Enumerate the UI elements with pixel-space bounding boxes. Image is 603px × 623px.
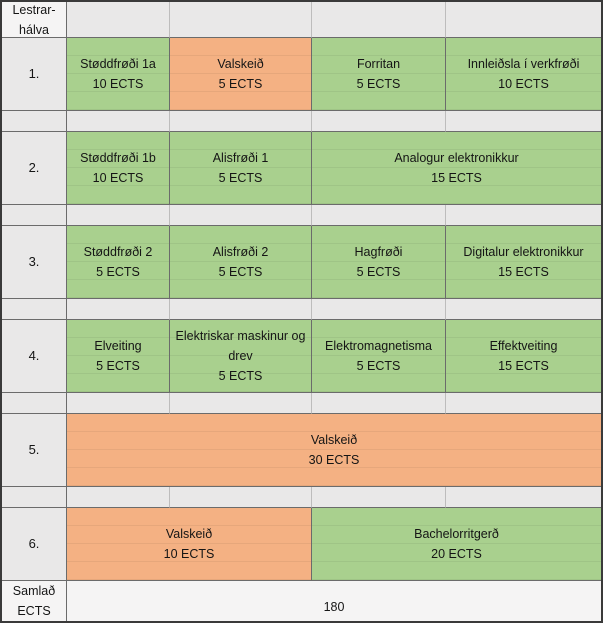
- course-cell: Støddfrøði 1b 10 ECTS: [67, 132, 170, 205]
- total-ects-label: Samlað ECTS: [2, 581, 67, 621]
- semester-number: 6.: [2, 508, 67, 581]
- semester-number: 4.: [2, 320, 67, 393]
- course-cell: Elveiting 5 ECTS: [67, 320, 170, 393]
- course-title: Forritan: [356, 57, 401, 71]
- course-title: Valskeið: [165, 527, 213, 541]
- course-title: Alisfrøði 1: [212, 151, 269, 165]
- spacer-row: [312, 205, 446, 226]
- spacer-row: [170, 393, 312, 414]
- course-title: Elektromagnetisma: [325, 339, 432, 353]
- semester-number: 3.: [2, 226, 67, 299]
- spacer-row: [312, 393, 446, 414]
- course-cell: Hagfrøði 5 ECTS: [312, 226, 446, 299]
- course-ects: 20 ECTS: [431, 547, 482, 561]
- spacer-row: [67, 205, 170, 226]
- header-spacer: [170, 2, 312, 38]
- course-cell: Digitalur elektronikkur 15 ECTS: [446, 226, 601, 299]
- course-title: Støddfrøði 1b: [80, 151, 156, 165]
- course-cell: Analogur elektronikkur 15 ECTS: [312, 132, 601, 205]
- course-cell: Alisfrøði 2 5 ECTS: [170, 226, 312, 299]
- spacer-row: [170, 487, 312, 508]
- course-ects: 15 ECTS: [498, 359, 549, 373]
- course-cell: Effektveiting 15 ECTS: [446, 320, 601, 393]
- spacer-row: [2, 111, 67, 132]
- header-spacer: [67, 2, 170, 38]
- header-spacer: [312, 2, 446, 38]
- course-title: Støddfrøði 2: [83, 245, 153, 259]
- spacer-row: [312, 299, 446, 320]
- course-ects: 5 ECTS: [218, 369, 263, 383]
- header-semester-column-label: Lestrar-hálva: [2, 2, 67, 38]
- course-cell: Elektriskar maskinur og drev 5 ECTS: [170, 320, 312, 393]
- course-ects: 5 ECTS: [218, 171, 263, 185]
- course-ects: 5 ECTS: [356, 265, 401, 279]
- spacer-row: [170, 299, 312, 320]
- course-title: Effektveiting: [489, 339, 558, 353]
- spacer-row: [2, 205, 67, 226]
- course-cell: Valskeið 10 ECTS: [67, 508, 312, 581]
- spacer-row: [446, 299, 601, 320]
- course-title: Elektriskar maskinur og drev: [175, 329, 306, 363]
- course-title: Valskeið: [217, 57, 264, 71]
- spacer-row: [67, 111, 170, 132]
- course-title: Bachelorritgerð: [414, 527, 499, 541]
- semester-number: 5.: [2, 414, 67, 487]
- spacer-row: [446, 205, 601, 226]
- spacer-row: [312, 111, 446, 132]
- spacer-row: [446, 487, 601, 508]
- header-spacer: [446, 2, 601, 38]
- course-cell: Valskeið 30 ECTS: [67, 414, 601, 487]
- course-cell: Elektromagnetisma 5 ECTS: [312, 320, 446, 393]
- course-cell: Valskeið 5 ECTS: [170, 38, 312, 111]
- spacer-row: [446, 111, 601, 132]
- spacer-row: [67, 393, 170, 414]
- spacer-row: [2, 393, 67, 414]
- course-cell: Forritan 5 ECTS: [312, 38, 446, 111]
- spacer-row: [67, 299, 170, 320]
- course-title: Hagfrøði: [354, 245, 403, 259]
- course-title: Digitalur elektronikkur: [463, 245, 584, 259]
- course-ects: 15 ECTS: [498, 265, 549, 279]
- course-cell: Støddfrøði 1a 10 ECTS: [67, 38, 170, 111]
- spacer-row: [170, 205, 312, 226]
- course-title: Støddfrøði 1a: [80, 57, 156, 71]
- course-title: Analogur elektronikkur: [394, 151, 519, 165]
- course-ects: 15 ECTS: [431, 171, 482, 185]
- course-ects: 10 ECTS: [92, 77, 144, 91]
- course-ects: 5 ECTS: [96, 265, 140, 279]
- course-ects: 5 ECTS: [218, 265, 263, 279]
- course-cell: Innleiðsla í verkfrøði 10 ECTS: [446, 38, 601, 111]
- course-cell: Alisfrøði 1 5 ECTS: [170, 132, 312, 205]
- course-title: Alisfrøði 2: [212, 245, 269, 259]
- total-ects-value: 180: [67, 581, 601, 621]
- spacer-row: [2, 299, 67, 320]
- course-cell: Bachelorritgerð 20 ECTS: [312, 508, 601, 581]
- course-ects: 10 ECTS: [163, 547, 215, 561]
- course-ects: 5 ECTS: [96, 359, 140, 373]
- semester-number: 1.: [2, 38, 67, 111]
- course-title: Valskeið: [310, 433, 358, 447]
- spacer-row: [312, 487, 446, 508]
- course-cell: Støddfrøði 2 5 ECTS: [67, 226, 170, 299]
- course-ects: 5 ECTS: [218, 77, 263, 91]
- course-ects: 10 ECTS: [498, 77, 549, 91]
- spacer-row: [2, 487, 67, 508]
- course-ects: 5 ECTS: [356, 77, 401, 91]
- course-title: Elveiting: [94, 339, 142, 353]
- spacer-row: [170, 111, 312, 132]
- semester-number: 2.: [2, 132, 67, 205]
- spacer-row: [67, 487, 170, 508]
- course-title: Innleiðsla í verkfrøði: [467, 57, 580, 71]
- spacer-row: [446, 393, 601, 414]
- course-ects: 10 ECTS: [92, 171, 144, 185]
- course-ects: 30 ECTS: [308, 453, 360, 467]
- course-ects: 5 ECTS: [356, 359, 401, 373]
